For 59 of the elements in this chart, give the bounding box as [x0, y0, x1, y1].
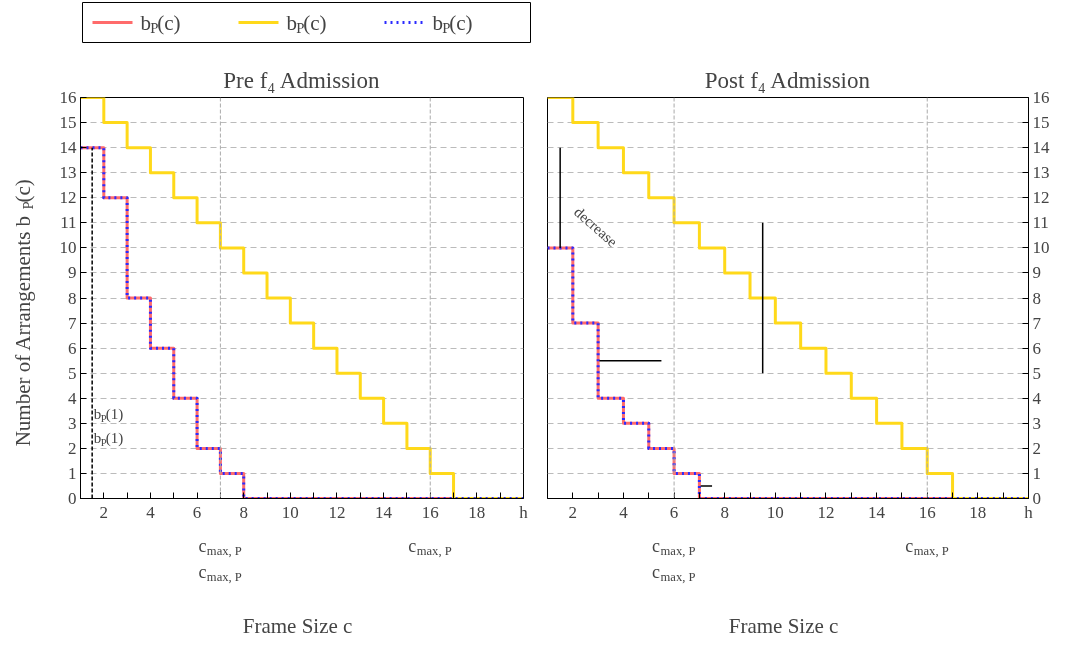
x-tick-label: 8: [239, 502, 248, 522]
y-tick-label: 14: [59, 138, 77, 158]
x-tick-label: 4: [619, 502, 629, 522]
x-tick-label: 8: [720, 502, 729, 522]
x-tick-label: 12: [328, 502, 346, 522]
y-tick-label: 9: [68, 263, 77, 283]
y-tick-label: 15: [59, 113, 77, 133]
y-tick-label: 13: [59, 163, 77, 183]
x-tick-label: 18: [969, 502, 987, 522]
x-tick-label: h: [1024, 502, 1034, 522]
x-tick-label: 2: [568, 502, 578, 522]
x-tick-label: 10: [766, 502, 784, 522]
x-tick-label: 2: [99, 502, 109, 522]
y-tick-label: 7: [1032, 313, 1042, 333]
y-tick-label: 0: [68, 489, 77, 508]
y-tick-label: 7: [68, 313, 77, 333]
x-tick-label: 6: [192, 502, 202, 522]
y-tick-label: 12: [1032, 188, 1050, 208]
x-axis-title: Frame Size c: [242, 613, 353, 638]
y-tick-label: 4: [1032, 388, 1042, 408]
x-tick-label: 6: [669, 502, 679, 522]
x-axis-title: Frame Size c: [728, 613, 839, 638]
y-tick-label: 5: [68, 363, 77, 383]
y-tick-label: 4: [68, 388, 77, 408]
y-tick-label: 8: [68, 288, 77, 308]
y-tick-label: 2: [1032, 438, 1041, 458]
y-tick-label: 5: [1032, 363, 1041, 383]
x-tick-label: 14: [868, 502, 886, 522]
y-axis-title: Number of Arrangements bP(c): [10, 179, 37, 447]
y-tick-label: 9: [1032, 263, 1041, 283]
y-tick-label: 1: [68, 463, 77, 483]
y-tick-label: 0: [1032, 489, 1041, 508]
x-tick-label: 10: [281, 502, 299, 522]
x-tick-label: 16: [421, 502, 439, 522]
x-tick-label: 14: [375, 502, 393, 522]
x-tick-label: h: [519, 502, 529, 522]
y-tick-label: 13: [1032, 163, 1050, 183]
y-tick-label: 2: [68, 438, 77, 458]
y-tick-label: 15: [1032, 113, 1050, 133]
x-tick-label: 18: [468, 502, 486, 522]
y-tick-label: 3: [1032, 413, 1041, 433]
y-tick-label: 12: [59, 188, 77, 208]
chart-title: Post f₄ Admission: [704, 67, 871, 93]
y-tick-label: 16: [59, 88, 77, 107]
x-tick-label: 12: [817, 502, 835, 522]
y-tick-label: 8: [1032, 288, 1041, 308]
y-tick-label: 6: [68, 338, 77, 358]
y-tick-label: 16: [1032, 88, 1050, 107]
chart-title: Pre f₄ Admission: [223, 67, 380, 93]
y-tick-label: 1: [1032, 463, 1041, 483]
x-tick-label: 4: [146, 502, 156, 522]
y-tick-label: 14: [1032, 138, 1050, 158]
y-tick-label: 6: [1032, 338, 1041, 358]
y-tick-label: 11: [1032, 213, 1049, 233]
y-tick-label: 10: [59, 238, 77, 258]
y-tick-label: 3: [68, 413, 77, 433]
y-tick-label: 10: [1032, 238, 1050, 258]
y-tick-label: 11: [60, 213, 77, 233]
x-tick-label: 16: [918, 502, 936, 522]
